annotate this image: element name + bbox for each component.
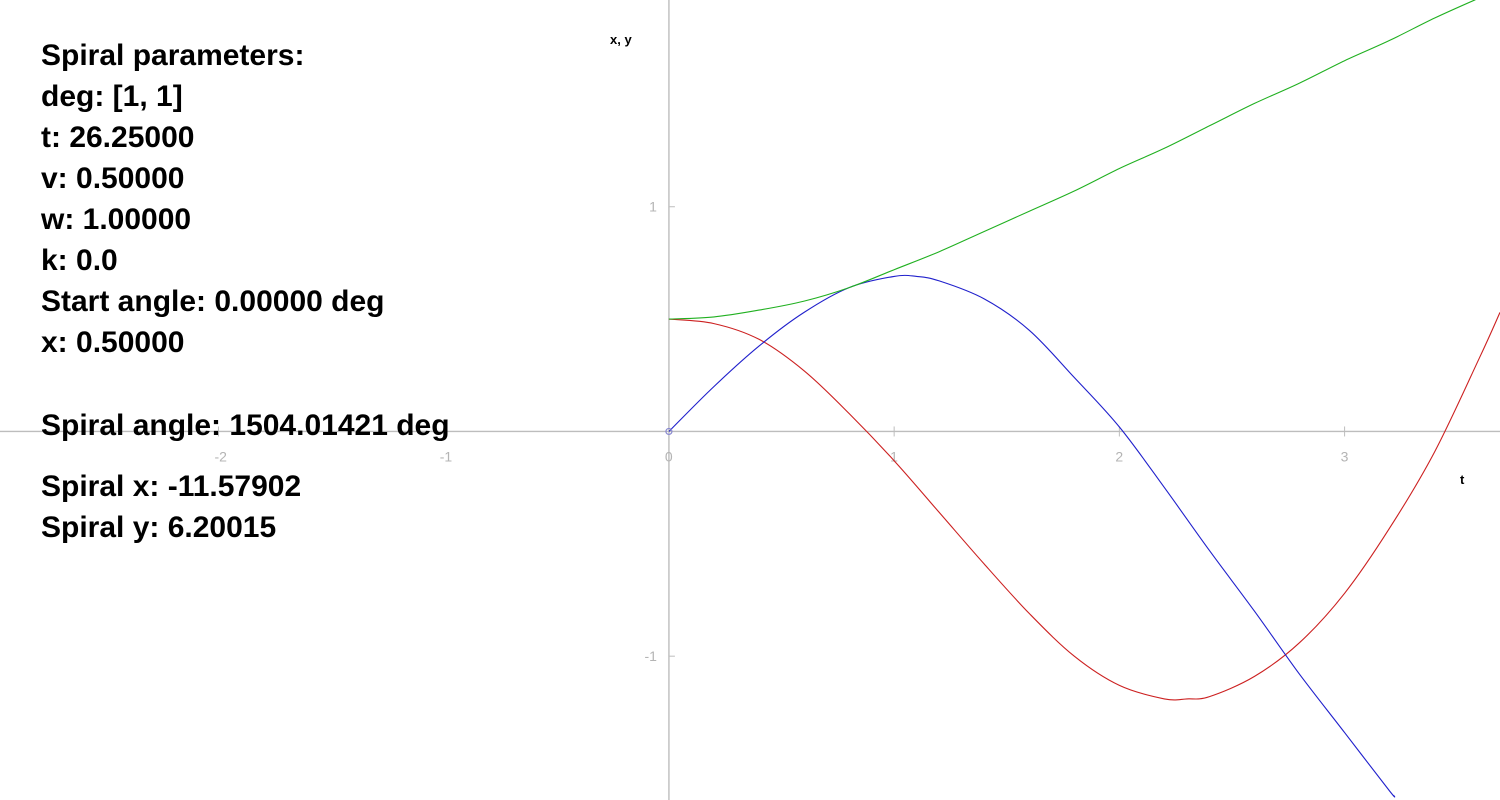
- w-value: w: 1.00000: [41, 203, 192, 236]
- spacer: [41, 363, 450, 405]
- parameters-heading: Spiral parameters:: [41, 39, 305, 72]
- series-line-2: [668, 274, 1396, 798]
- y-tick-label: 1: [649, 199, 657, 215]
- series-line-1: [668, 312, 1500, 701]
- x-tick-label: -2: [214, 448, 227, 464]
- x-tick-label: -1: [440, 448, 453, 464]
- spiral-x-value: Spiral x: -11.57902: [41, 470, 302, 503]
- v-value: v: 0.50000: [41, 162, 185, 195]
- x-tick-label: 2: [1115, 448, 1123, 464]
- origin-marker: [665, 427, 673, 436]
- start-angle-value: Start angle: 0.00000 deg: [41, 285, 385, 318]
- plot-curves: [668, 0, 1500, 798]
- spiral-parameters-panel: Spiral parameters: deg: [1, 1] t: 26.250…: [41, 35, 450, 548]
- x-tick-label: 0: [665, 448, 673, 464]
- x-tick-label: 3: [1341, 448, 1349, 464]
- x-tick-label: 1: [890, 448, 898, 464]
- y-axis-label: x, y: [610, 32, 632, 47]
- spacer: [41, 446, 450, 466]
- deg-value: deg: [1, 1]: [41, 80, 183, 113]
- spiral-y-value: Spiral y: 6.20015: [41, 511, 277, 544]
- y-tick-label: -1: [644, 648, 657, 664]
- t-value: t: 26.25000: [41, 121, 195, 154]
- series-line-3: [668, 0, 1477, 320]
- plot-markers: [665, 427, 673, 436]
- axis-ticks: -2 -1 0 1 2 3 -1 1: [214, 199, 1348, 664]
- k-value: k: 0.0: [41, 244, 118, 277]
- x-axis-label: t: [1460, 472, 1465, 487]
- x-value: x: 0.50000: [41, 326, 185, 359]
- spiral-angle-value: Spiral angle: 1504.01421 deg: [41, 409, 450, 442]
